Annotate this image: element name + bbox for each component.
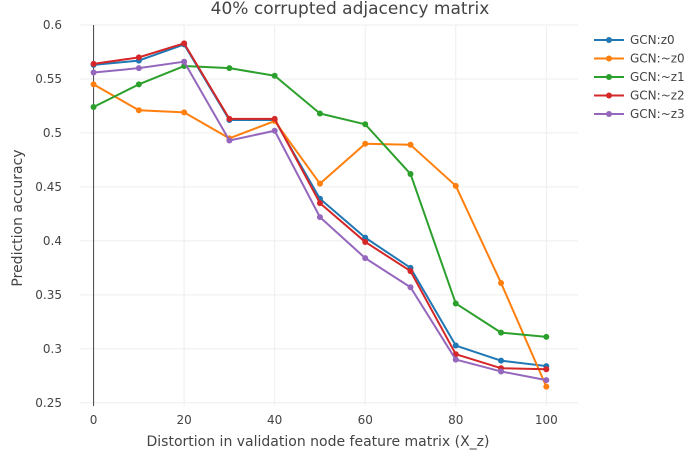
y-tick-label: 0.55 <box>35 72 62 86</box>
data-point[interactable] <box>362 140 369 147</box>
legend-swatch-marker <box>606 37 612 43</box>
series-line <box>93 60 547 382</box>
y-tick-label: 0.5 <box>43 126 62 140</box>
legend-item[interactable]: GCN:~z1 <box>594 70 685 84</box>
data-point[interactable] <box>316 180 323 187</box>
y-tick-label: 0.6 <box>43 18 62 32</box>
data-point[interactable] <box>452 356 459 363</box>
data-point[interactable] <box>407 141 414 148</box>
data-point[interactable] <box>543 333 550 340</box>
x-axis-title: Distortion in validation node feature ma… <box>147 434 490 450</box>
gridlines <box>80 24 578 406</box>
data-point[interactable] <box>90 69 97 76</box>
series-gcn-z3 <box>90 58 550 384</box>
data-point[interactable] <box>90 60 97 67</box>
legend-swatch-marker <box>606 55 612 62</box>
data-point[interactable] <box>407 170 414 177</box>
data-point[interactable] <box>135 54 142 61</box>
legend-item[interactable]: GCN:~z2 <box>594 89 685 103</box>
data-point[interactable] <box>271 115 278 122</box>
data-point[interactable] <box>407 268 414 275</box>
data-point[interactable] <box>498 368 505 375</box>
x-tick-label: 100 <box>535 413 558 427</box>
legend-label: GCN:~z0 <box>630 52 685 66</box>
data-point[interactable] <box>543 383 550 390</box>
data-point[interactable] <box>498 279 505 286</box>
series-group <box>90 40 550 390</box>
x-tick-labels: 0 20 40 60 80 100 <box>90 413 558 427</box>
data-point[interactable] <box>181 40 188 47</box>
series-gcn-z0 <box>90 81 550 390</box>
data-point[interactable] <box>135 81 142 88</box>
data-point[interactable] <box>271 72 278 79</box>
data-point[interactable] <box>271 127 278 134</box>
legend-item[interactable]: GCN:z0 <box>594 33 675 47</box>
y-tick-label: 0.45 <box>35 180 62 194</box>
data-point[interactable] <box>181 109 188 116</box>
legend-item[interactable]: GCN:~z3 <box>594 107 685 121</box>
data-point[interactable] <box>316 110 323 117</box>
data-point[interactable] <box>498 357 505 364</box>
data-point[interactable] <box>316 214 323 221</box>
data-point[interactable] <box>362 234 369 241</box>
series-line <box>93 42 547 371</box>
data-point[interactable] <box>362 255 369 262</box>
x-tick-label: 0 <box>90 413 98 427</box>
y-tick-label: 0.4 <box>43 234 62 248</box>
data-point[interactable] <box>362 238 369 245</box>
data-point[interactable] <box>452 182 459 189</box>
chart-title: 40% corrupted adjacency matrix <box>211 0 490 19</box>
y-tick-label: 0.3 <box>43 342 62 356</box>
x-tick-label: 80 <box>448 413 463 427</box>
legend[interactable]: GCN:z0 GCN:~z0 GCN:~z1 GCN:~z2 GCN:~z3 <box>594 33 685 121</box>
data-point[interactable] <box>226 137 233 144</box>
y-tick-label: 0.35 <box>35 288 62 302</box>
x-tick-label: 60 <box>358 413 373 427</box>
x-tick-label: 20 <box>176 413 191 427</box>
y-tick-labels: 0.25 0.3 0.35 0.4 0.45 0.5 0.55 0.6 <box>35 18 62 410</box>
series-gcn-z1 <box>90 63 550 340</box>
data-point[interactable] <box>316 200 323 207</box>
series-line <box>93 83 548 387</box>
data-point[interactable] <box>226 115 233 122</box>
y-axis-title: Prediction accuracy <box>10 149 26 286</box>
data-point[interactable] <box>90 104 97 111</box>
data-point[interactable] <box>362 121 369 128</box>
data-point[interactable] <box>498 329 505 336</box>
data-point[interactable] <box>543 366 550 373</box>
legend-item[interactable]: GCN:~z0 <box>594 52 685 66</box>
x-tick-label: 40 <box>267 413 282 427</box>
data-point[interactable] <box>452 342 459 349</box>
series-gcn-z2 <box>90 40 550 373</box>
legend-label: GCN:~z1 <box>630 70 685 84</box>
legend-label: GCN:~z3 <box>630 107 685 121</box>
data-point[interactable] <box>135 65 142 72</box>
data-point[interactable] <box>181 58 188 65</box>
data-point[interactable] <box>543 377 550 384</box>
legend-swatch-marker <box>606 111 612 117</box>
data-point[interactable] <box>135 107 142 114</box>
legend-swatch-marker <box>606 74 612 80</box>
legend-label: GCN:z0 <box>630 33 675 47</box>
data-point[interactable] <box>90 81 97 88</box>
legend-label: GCN:~z2 <box>630 89 685 103</box>
data-point[interactable] <box>226 65 233 72</box>
legend-swatch-marker <box>606 92 612 99</box>
y-tick-label: 0.25 <box>35 396 62 410</box>
data-point[interactable] <box>452 300 459 307</box>
data-point[interactable] <box>407 284 414 291</box>
